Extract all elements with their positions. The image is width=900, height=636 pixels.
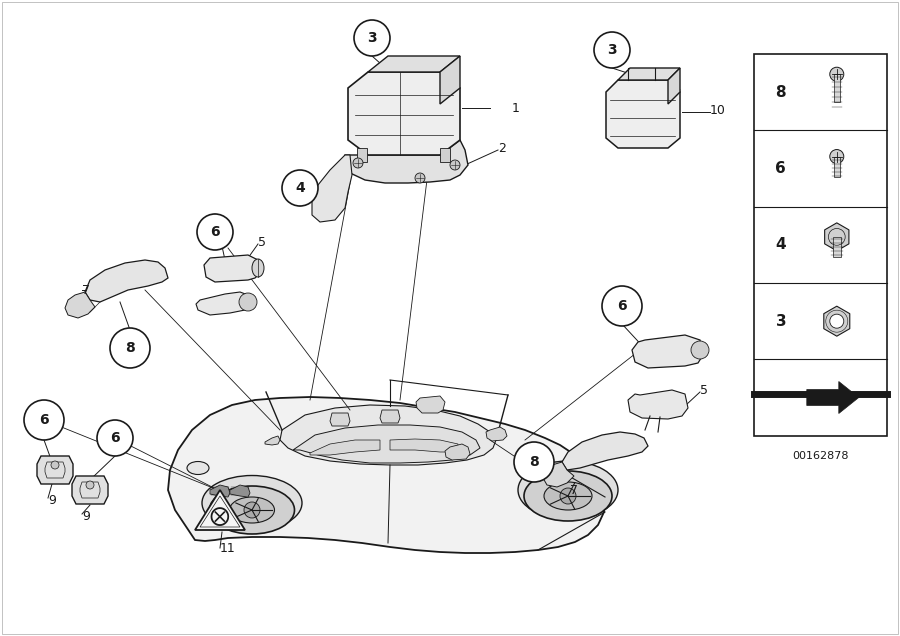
Circle shape [691,341,709,359]
Circle shape [86,481,94,489]
Polygon shape [85,260,168,302]
Polygon shape [824,223,849,251]
Polygon shape [230,485,250,497]
Circle shape [830,67,844,81]
Text: 00162878: 00162878 [793,451,849,460]
FancyBboxPatch shape [357,148,367,162]
Circle shape [830,149,844,163]
Circle shape [51,461,59,469]
Circle shape [244,502,260,518]
Circle shape [353,158,363,168]
Ellipse shape [518,461,618,519]
Polygon shape [445,444,470,460]
Bar [833,156,840,177]
Polygon shape [65,292,95,318]
Circle shape [282,170,318,206]
Text: 3: 3 [367,31,377,45]
Polygon shape [210,485,230,497]
Polygon shape [204,255,260,282]
Polygon shape [293,425,480,463]
Circle shape [110,328,150,368]
Text: 6: 6 [40,413,49,427]
Circle shape [24,400,64,440]
Polygon shape [606,80,680,148]
Polygon shape [342,140,468,183]
Circle shape [560,488,576,504]
Text: 4: 4 [295,181,305,195]
Text: 11: 11 [220,541,236,555]
Ellipse shape [210,486,294,534]
Text: 8: 8 [529,455,539,469]
Circle shape [97,420,133,456]
Polygon shape [416,396,445,413]
Ellipse shape [230,497,274,523]
Circle shape [450,160,460,170]
Polygon shape [280,405,496,465]
Polygon shape [37,456,73,484]
Circle shape [830,314,844,328]
Polygon shape [618,68,680,80]
Circle shape [594,32,630,68]
Polygon shape [348,72,460,155]
Text: 3: 3 [776,314,787,329]
Text: 6: 6 [110,431,120,445]
Circle shape [197,214,233,250]
Ellipse shape [544,482,592,510]
Bar [833,74,840,102]
Text: 4: 4 [776,237,787,252]
Polygon shape [380,410,400,423]
Text: 7: 7 [82,284,90,296]
Polygon shape [330,413,350,426]
Bar [754,54,887,436]
Polygon shape [195,490,245,530]
Polygon shape [632,335,703,368]
Ellipse shape [202,476,302,530]
Text: 1: 1 [512,102,520,114]
Text: 6: 6 [776,161,787,176]
Ellipse shape [524,471,612,521]
Circle shape [514,442,554,482]
Text: 9: 9 [82,509,90,523]
Polygon shape [368,56,460,72]
Circle shape [354,20,390,56]
Polygon shape [486,427,507,441]
FancyBboxPatch shape [440,148,450,162]
Text: 6: 6 [211,225,220,239]
Text: 8: 8 [125,341,135,355]
Text: 10: 10 [710,104,726,116]
Text: 3: 3 [608,43,616,57]
Polygon shape [265,436,280,445]
Polygon shape [196,292,250,315]
Polygon shape [440,56,460,104]
Polygon shape [543,462,574,487]
Polygon shape [562,432,648,470]
Circle shape [415,173,425,183]
Polygon shape [390,439,458,452]
Polygon shape [168,397,605,553]
Text: 8: 8 [776,85,787,100]
Text: 9: 9 [48,494,56,506]
Text: $\bigotimes$: $\bigotimes$ [210,504,230,527]
Polygon shape [824,306,850,336]
Bar [832,237,841,257]
Text: 5: 5 [258,235,266,249]
Text: 7: 7 [570,483,578,497]
Circle shape [602,286,642,326]
Polygon shape [806,382,859,413]
Text: 2: 2 [498,141,506,155]
Polygon shape [72,476,108,504]
Circle shape [239,293,257,311]
Polygon shape [312,155,352,222]
Ellipse shape [252,259,264,277]
Ellipse shape [187,462,209,474]
Text: 6: 6 [617,299,626,313]
Polygon shape [668,68,680,104]
Polygon shape [628,390,688,419]
Polygon shape [310,440,380,455]
Text: 5: 5 [700,384,708,396]
